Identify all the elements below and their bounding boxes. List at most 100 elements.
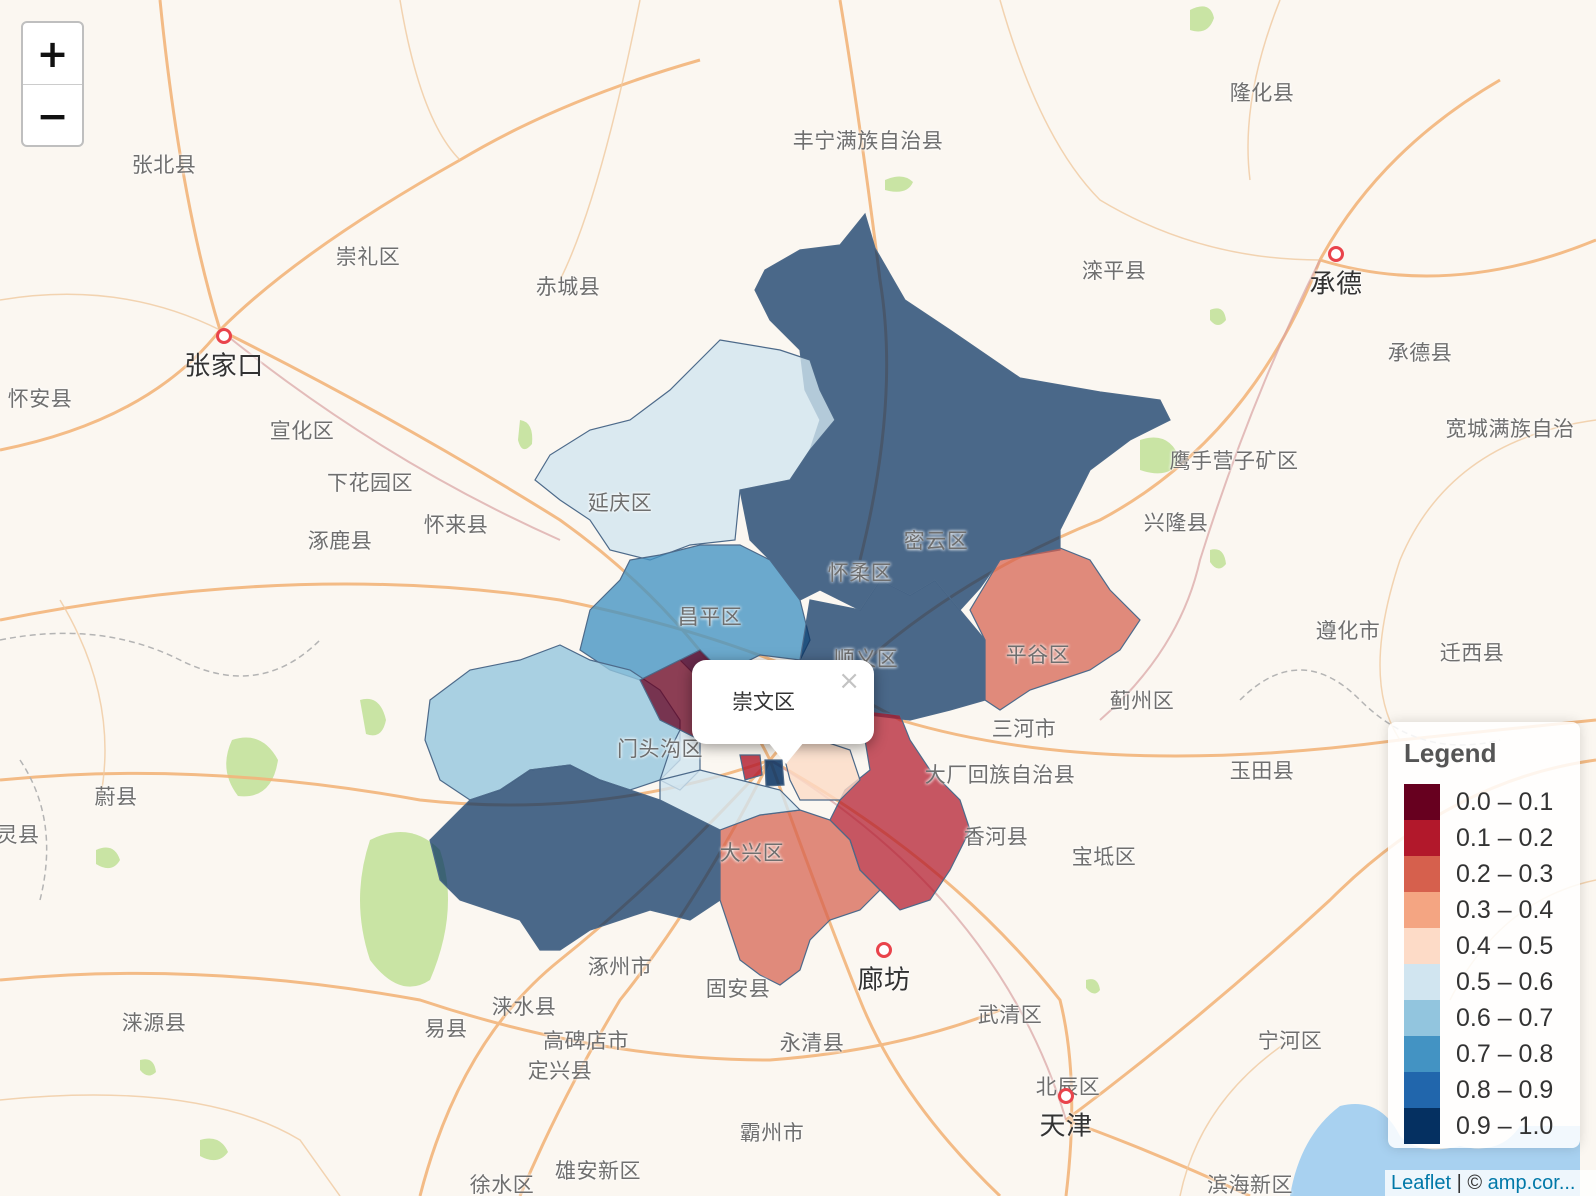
legend: Legend 0.0 – 0.1 0.1 – 0.2 0.2 – 0.3 0.3 – … (1388, 722, 1580, 1148)
place-label: 大厂回族自治县 (924, 763, 1076, 787)
place-label: 滨海新区 (1207, 1173, 1293, 1196)
place-label: 天津 (1039, 1111, 1093, 1142)
place-label: 香河县 (963, 825, 1029, 849)
legend-item: 0.3 – 0.4 (1404, 892, 1553, 928)
city-marker-icon (876, 942, 892, 958)
legend-item: 0.4 – 0.5 (1404, 928, 1553, 964)
legend-title: Legend (1404, 738, 1497, 768)
place-label: 涿鹿县 (307, 529, 373, 553)
legend-swatch (1404, 928, 1440, 964)
legend-label: 0.3 – 0.4 (1456, 895, 1554, 924)
legend-item: 0.9 – 1.0 (1404, 1108, 1553, 1144)
legend-label: 0.2 – 0.3 (1456, 859, 1554, 888)
place-label: 昌平区 (677, 605, 743, 629)
district-fengtai (659, 769, 802, 831)
place-label: 张家口 (184, 351, 264, 382)
place-label: 高碑店市 (543, 1029, 629, 1053)
place-label: 玉田县 (1229, 759, 1295, 783)
place-label: 遵化市 (1315, 619, 1381, 643)
zoom-in-button[interactable]: + (23, 23, 82, 85)
legend-item: 0.5 – 0.6 (1404, 964, 1553, 1000)
legend-item: 0.8 – 0.9 (1404, 1072, 1553, 1108)
place-label: 宝坻区 (1071, 845, 1137, 869)
place-label: 承德县 (1387, 341, 1453, 365)
legend-swatch (1404, 784, 1440, 820)
place-label: 密云区 (903, 529, 969, 553)
place-label: 怀安县 (7, 387, 73, 411)
legend-label: 0.1 – 0.2 (1456, 823, 1554, 852)
place-label: 大兴区 (719, 841, 785, 865)
legend-label: 0.0 – 0.1 (1456, 787, 1554, 816)
legend-swatch (1404, 1000, 1440, 1036)
legend-swatch (1404, 1072, 1440, 1108)
place-label: 怀来县 (423, 513, 489, 537)
place-label: 廊坊 (857, 965, 911, 996)
place-label: 蔚县 (94, 785, 138, 809)
legend-label: 0.7 – 0.8 (1456, 1039, 1554, 1068)
place-label: 崇礼区 (335, 245, 401, 269)
place-label: 张北县 (131, 153, 197, 177)
district-daxing (719, 809, 881, 986)
city-marker-icon (1328, 246, 1344, 262)
choropleth-layer[interactable] (424, 212, 1171, 986)
place-label: 平谷区 (1005, 643, 1071, 667)
legend-label: 0.4 – 0.5 (1456, 931, 1554, 960)
place-label: 徐水区 (469, 1173, 535, 1196)
legend-label: 0.6 – 0.7 (1456, 1003, 1554, 1032)
legend-label: 0.8 – 0.9 (1456, 1075, 1554, 1104)
place-label: 灵县 (0, 823, 40, 847)
place-label: 兴隆县 (1143, 511, 1209, 535)
place-label: 易县 (424, 1017, 468, 1041)
place-label: 门头沟区 (617, 737, 703, 761)
place-label: 滦平县 (1081, 259, 1147, 283)
place-label: 迁西县 (1439, 641, 1505, 665)
place-label: 霸州市 (739, 1121, 805, 1145)
popup-content: 崇文区 (732, 690, 795, 714)
provider-link[interactable]: amp.cor... (1487, 1172, 1576, 1194)
place-label: 延庆区 (587, 491, 653, 515)
legend-swatch (1404, 1036, 1440, 1072)
place-label: 涞水县 (491, 995, 557, 1019)
district-popup: 崇文区 × (692, 660, 874, 764)
district-fangshan (429, 764, 721, 951)
place-label: 固安县 (705, 977, 771, 1001)
zoom-control: + − (21, 21, 84, 147)
attribution-separator: | © (1451, 1172, 1488, 1194)
place-label: 蓟州区 (1109, 689, 1175, 713)
popup-close-button[interactable]: × (838, 666, 860, 696)
place-label: 涞源县 (121, 1011, 187, 1035)
city-marker-icon (1058, 1088, 1074, 1104)
place-label: 下花园区 (327, 471, 413, 495)
place-label: 承德 (1309, 269, 1363, 300)
legend-swatch (1404, 964, 1440, 1000)
legend-label: 0.5 – 0.6 (1456, 967, 1554, 996)
district-xicheng (739, 754, 763, 781)
district-tongzhou (829, 709, 971, 911)
place-label: 武清区 (977, 1003, 1043, 1027)
place-label: 宣化区 (269, 419, 335, 443)
legend-item: 0.6 – 0.7 (1404, 1000, 1553, 1036)
leaflet-link[interactable]: Leaflet (1391, 1172, 1452, 1194)
legend-swatch (1404, 892, 1440, 928)
place-label: 三河市 (991, 717, 1057, 741)
popup-tip (768, 742, 804, 764)
legend-item: 0.0 – 0.1 (1404, 784, 1553, 820)
legend-swatch (1404, 856, 1440, 892)
place-label: 隆化县 (1229, 81, 1295, 105)
attribution: Leaflet | © amp.cor... (1385, 1170, 1596, 1196)
place-label: 涿州市 (587, 955, 653, 979)
place-label: 鹰手营子矿区 (1169, 449, 1299, 473)
legend-swatch (1404, 820, 1440, 856)
legend-label: 0.9 – 1.0 (1456, 1111, 1554, 1140)
place-label: 怀柔区 (827, 561, 893, 585)
legend-swatch (1404, 1108, 1440, 1144)
green-areas (96, 6, 1226, 1161)
place-label: 丰宁满族自治县 (792, 129, 944, 153)
legend-item: 0.2 – 0.3 (1404, 856, 1553, 892)
legend-item: 0.1 – 0.2 (1404, 820, 1553, 856)
place-label: 宽城满族自治 (1445, 417, 1575, 441)
place-label: 永清县 (779, 1031, 845, 1055)
zoom-out-button[interactable]: − (36, 93, 69, 138)
